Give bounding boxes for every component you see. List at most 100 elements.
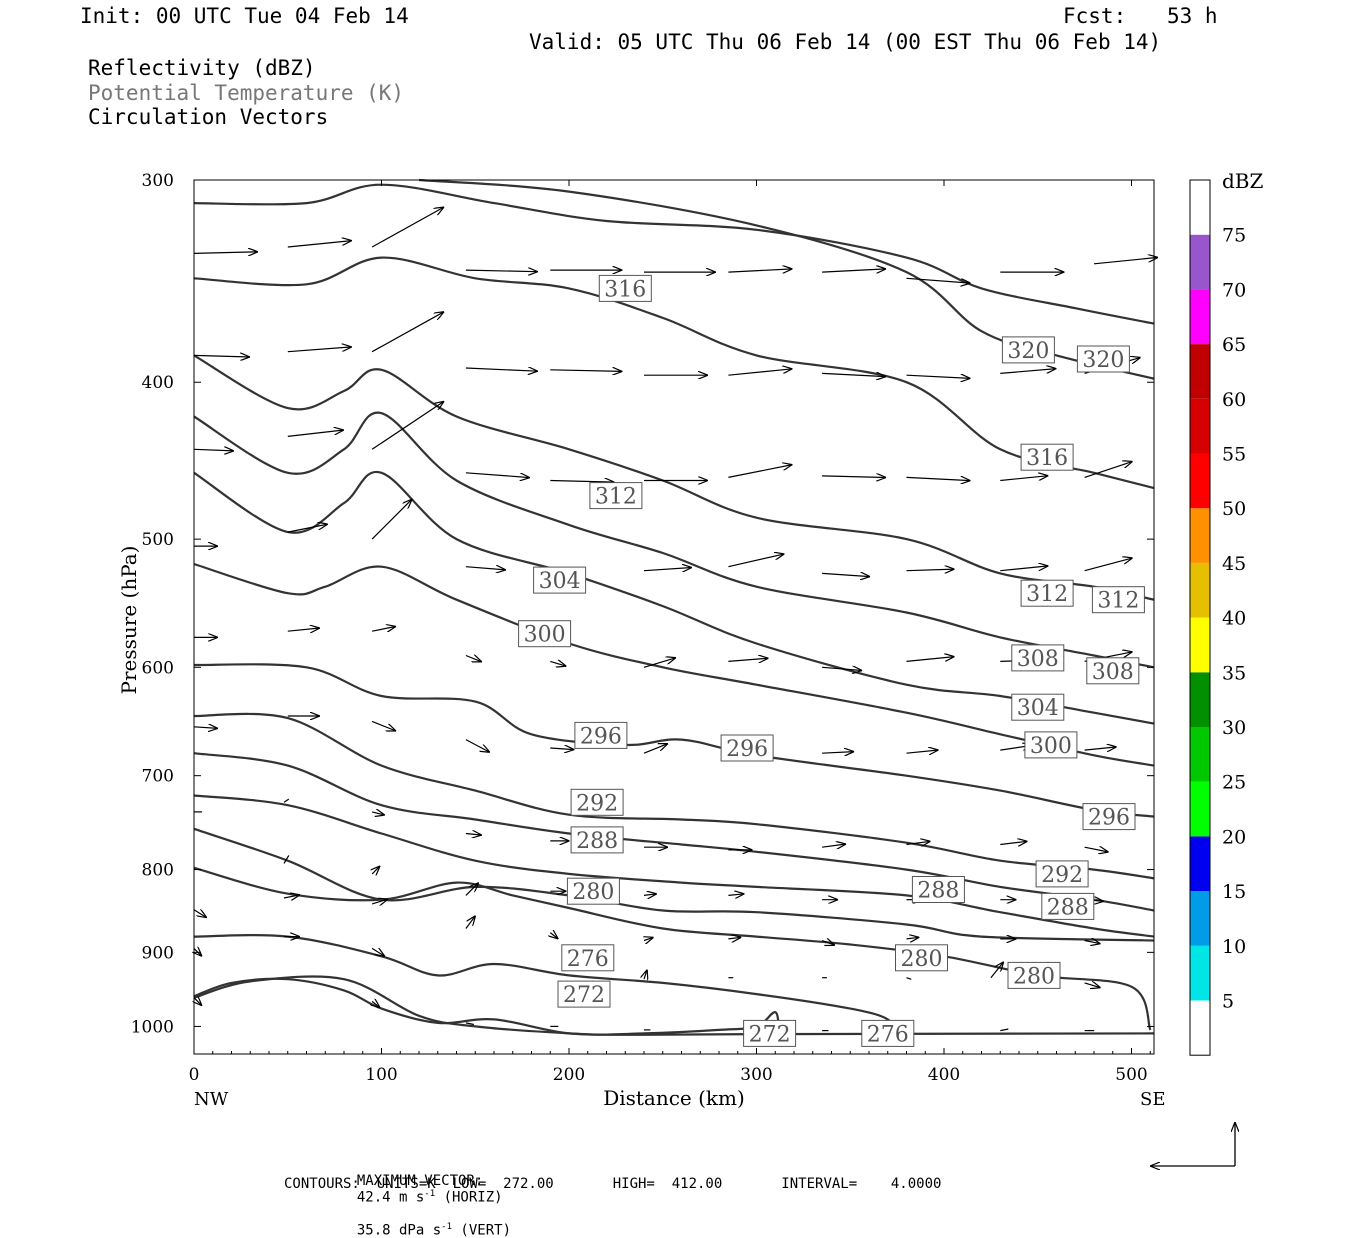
circulation-vector-17	[728, 369, 792, 376]
max-vector-label: MAXIMUM VECTOR:	[356, 1173, 484, 1189]
contour-label-300: 300	[1030, 734, 1072, 759]
circulation-vector-76	[1084, 847, 1109, 852]
y-tick-label-1000: 1000	[131, 1017, 174, 1037]
circulation-vector-10	[1093, 257, 1158, 265]
contour-label-box-19	[911, 876, 965, 903]
theta-contour-320-0	[418, 178, 1155, 380]
x-right-end-label: SE	[1140, 1089, 1165, 1110]
circulation-vector-36	[465, 567, 506, 570]
contour-label-312: 312	[595, 485, 637, 510]
circulation-vector-67	[283, 798, 290, 803]
colorbar-swatch-10	[1190, 453, 1210, 509]
circulation-vector-108	[372, 1001, 380, 1007]
circulation-vector-12	[287, 347, 352, 353]
contour-label-layer: 320 320 316 316 312 312 312 304 300 308 308 304 296 2…	[518, 274, 1145, 1047]
contour-label-box-23	[895, 944, 948, 972]
theta-contour-296-8	[193, 712, 1155, 880]
contour-label-308: 308	[1092, 660, 1134, 685]
colorbar-swatch-15	[1190, 180, 1210, 235]
circulation-vector-93	[728, 937, 741, 939]
contour-label-box-13	[720, 734, 774, 762]
x-tick-label-300: 300	[740, 1065, 772, 1085]
circulation-vector-15	[550, 370, 622, 372]
circulation-vector-50	[728, 658, 768, 661]
contour-label-276: 276	[567, 947, 609, 972]
circulation-vector-94	[821, 941, 835, 946]
circulation-vector-79	[465, 883, 479, 896]
circulation-vector-45	[287, 628, 320, 631]
field-reflectivity: Reflectivity (dBZ)	[88, 56, 316, 80]
circulation-vector-69	[465, 834, 482, 836]
colorbar-level-45: 45	[1222, 553, 1246, 575]
contour-label-box-26	[743, 1019, 797, 1047]
circulation-vector-2	[371, 207, 444, 248]
y-axis-label: Pressure (hPa)	[117, 546, 141, 695]
circulation-vector-107	[194, 998, 202, 1006]
vector-layer	[193, 207, 1158, 1032]
contour-label-280: 280	[901, 947, 943, 972]
x-tick-label-200: 200	[553, 1065, 585, 1085]
circulation-vector-38	[643, 568, 692, 571]
circulation-vector-60	[643, 744, 668, 754]
contour-label-280: 280	[572, 880, 614, 905]
circulation-vector-62	[822, 752, 854, 754]
contour-label-box-8	[518, 620, 572, 648]
contours-info: CONTOURS: UNITS=K LOW= 272.00 HIGH= 412.…	[284, 1176, 942, 1192]
circulation-vector-59	[550, 748, 574, 750]
theta-contour-unlabeled-1	[193, 183, 1155, 325]
contour-label-box-9	[1011, 644, 1065, 672]
contour-label-296: 296	[726, 737, 768, 762]
circulation-vector-46	[371, 626, 396, 631]
colorbar-level-25: 25	[1222, 772, 1246, 794]
circulation-vector-40	[822, 573, 870, 576]
x-tick-label-100: 100	[365, 1065, 397, 1085]
y-tick-label-800: 800	[142, 861, 174, 881]
circulation-vector-34	[287, 524, 328, 533]
field-circulation-vectors: Circulation Vectors	[88, 105, 329, 129]
max-vector-line: MAXIMUM VECTOR: 42.4 m s-1 (HORIZ) 35.8 …	[340, 1157, 511, 1238]
contour-label-box-4	[589, 482, 643, 510]
contour-label-box-15	[570, 788, 624, 816]
contour-label-320: 320	[1007, 339, 1049, 364]
circulation-vector-14	[465, 368, 538, 371]
colorbar-swatch-12	[1190, 344, 1210, 399]
contour-label-box-0	[1001, 336, 1055, 364]
circulation-vector-75	[1000, 841, 1027, 844]
colorbar-level-65: 65	[1222, 334, 1246, 356]
circulation-vector-1	[287, 241, 352, 248]
contour-label-box-12	[574, 721, 628, 749]
circulation-vector-63	[906, 750, 939, 753]
circulation-vector-55	[193, 727, 218, 729]
contour-label-288: 288	[576, 829, 618, 854]
circulation-vector-32	[1084, 461, 1133, 478]
circulation-vector-31	[1000, 476, 1048, 482]
y-tick-label-700: 700	[142, 767, 174, 787]
y-tick-label-500: 500	[142, 530, 174, 550]
theta-contour-unlabeled-11	[193, 827, 1155, 942]
colorbar-title: dBZ	[1222, 169, 1264, 193]
field-potential-temperature: Potential Temperature (K)	[88, 81, 405, 105]
plot-frame	[193, 179, 1155, 1055]
y-tick-label-300: 300	[142, 171, 174, 191]
forecast-label: Fcst:	[1063, 4, 1127, 28]
colorbar-swatch-3	[1190, 836, 1210, 892]
colorbar-level-20: 20	[1222, 826, 1246, 848]
circulation-vector-88	[283, 895, 300, 898]
horiz-suffix: (HORIZ)	[435, 1189, 503, 1206]
contour-label-box-2	[598, 274, 652, 302]
axes-layer: 0 100 200 300 400 500 300 400 500 600 700 800 900 100…	[131, 171, 1154, 1085]
circulation-vector-58	[465, 739, 490, 753]
circulation-vector-77	[283, 855, 290, 864]
circulation-vector-30	[906, 477, 971, 480]
colorbar-level-75: 75	[1222, 225, 1246, 247]
circulation-vector-18	[822, 373, 886, 376]
colorbar-level-55: 55	[1222, 444, 1246, 466]
contour-label-box-6	[1091, 586, 1145, 614]
max-vector-vert: 35.8 dPa s	[356, 1222, 442, 1238]
circulation-vector-29	[822, 476, 886, 478]
circulation-vector-52	[906, 657, 955, 662]
x-tick-label-400: 400	[928, 1065, 960, 1085]
contour-label-box-22	[561, 944, 615, 972]
contour-label-296: 296	[580, 724, 622, 749]
